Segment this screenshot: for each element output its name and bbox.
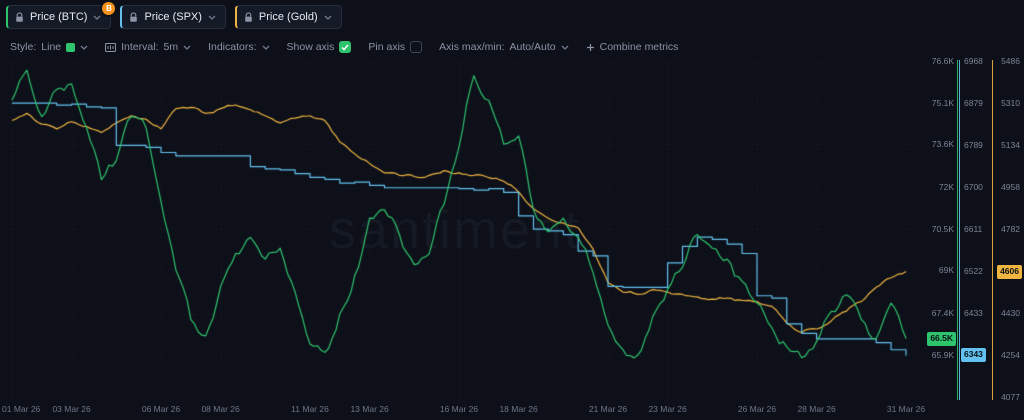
combine-metrics-label: Combine metrics [599,41,679,53]
chevron-down-icon [262,45,269,50]
line-color-swatch[interactable] [66,42,76,52]
spx-current-value-badge: 6343 [961,348,986,363]
show-axis-checkbox[interactable] [339,41,352,53]
spx-axis-tick: 6522 [964,265,983,276]
chart-toolbar: Style: Line Interval: 5m Indicators: Sho… [10,37,678,57]
btc-axis-tick: 72K [938,182,954,193]
chevron-down-icon [93,15,101,20]
interval-selector[interactable]: Interval: 5m [105,41,191,53]
gold-axis-tick: 5486 [1001,56,1020,67]
spx-axis-tick: 6968 [964,56,983,67]
x-axis-tick: 08 Mar 26 [201,404,240,414]
check-icon [341,44,349,51]
gold-axis-tick: 5310 [1001,98,1020,109]
chevron-down-icon [183,45,191,50]
style-value: Line [41,41,62,53]
gold-axis-tick: 4430 [1001,308,1020,318]
btc-axis-tick: 69K [938,264,954,275]
x-axis-tick: 31 Mar 26 [886,404,926,414]
indicators-selector[interactable]: Indicators: [208,41,269,53]
x-axis-tick: 13 Mar 26 [350,404,389,414]
interval-icon [105,42,117,52]
gold-y-axis: 5486531051344958478246064430425440774606 [992,0,1024,420]
plus-icon [586,43,594,51]
tab-label: Price (Gold) [258,11,318,23]
axis-maxmin-value: Auto/Auto [509,41,556,53]
gold-axis-tick: 4958 [1001,182,1020,193]
chevron-down-icon [208,15,216,20]
btc-current-value-badge: 66.5K [927,331,956,346]
spx-axis-line [959,60,960,400]
btc-axis-tick: 65.9K [931,349,954,360]
chevron-down-icon [561,45,569,50]
tab-bar: Price (BTC) B Price (SPX) Price (Gold) [0,0,1024,39]
x-axis: 01 Mar 26 03 Mar 26 06 Mar 26 08 Mar 26 11 M… [0,404,925,418]
x-axis-tick: 06 Mar 26 [141,404,181,414]
gold-axis-tick: 4077 [1001,392,1020,403]
show-axis-toggle[interactable]: Show axis [287,41,352,53]
x-axis-tick: 23 Mar 26 [648,404,687,414]
bitcoin-badge-icon: B [100,0,118,17]
metric-tab-3[interactable]: Price (Gold) [234,5,342,29]
gold-axis-line [992,60,993,400]
indicators-label: Indicators: [208,41,257,53]
x-axis-tick: 03 Mar 26 [52,404,91,414]
x-axis-tick: 11 Mar 26 [291,404,329,414]
chevron-down-icon [324,15,332,20]
spx-axis-tick: 6433 [964,307,983,318]
gold-axis-tick: 4782 [1001,224,1020,235]
btc-axis-line [957,60,958,400]
x-axis-tick: 26 Mar 26 [737,404,777,414]
interval-label: Interval: [121,41,159,53]
lock-icon [16,11,23,22]
spx-axis-tick: 6611 [964,224,983,235]
axis-maxmin-selector[interactable]: Axis max/min: Auto/Auto [439,41,569,53]
spx-axis-tick: 6700 [964,182,983,193]
show-axis-label: Show axis [286,41,335,53]
style-label: Style: [10,41,37,53]
gold-axis-tick: 4254 [1001,349,1020,360]
price-chart-canvas[interactable] [0,0,912,420]
spx-y-axis: 696868796789670066116522643363436343 [959,0,992,420]
tab-label: Price (BTC) [30,11,88,23]
btc-y-axis: 76.6K 75.1K 73.6K 72K 70.5K 69K 67.4K 65.9K 66.5… [912,0,958,420]
lock-icon [245,11,252,22]
gold-current-value-badge: 4606 [997,264,1022,279]
style-selector[interactable]: Style: Line [10,41,88,53]
btc-axis-tick: 73.6K [931,138,954,149]
spx-axis-tick: 6879 [964,98,983,109]
lock-icon [130,11,138,22]
pin-axis-checkbox[interactable] [410,41,423,53]
btc-axis-tick: 70.5K [931,223,954,234]
x-axis-tick: 01 Mar 26 [2,404,41,414]
btc-axis-tick: 76.6K [931,56,954,67]
x-axis-tick: 21 Mar 26 [588,404,628,414]
pin-axis-label: Pin axis [368,41,406,53]
x-axis-tick: 18 Mar 26 [499,404,538,414]
combine-metrics-button[interactable]: Combine metrics [586,41,679,53]
btc-axis-tick: 67.4K [931,308,954,319]
axis-maxmin-label: Axis max/min: [439,41,505,53]
gold-axis-tick: 5134 [1001,140,1020,151]
x-axis-tick: 28 Mar 26 [797,404,836,414]
metric-tab-2[interactable]: Price (SPX) [120,5,226,29]
y-axes: 76.6K 75.1K 73.6K 72K 70.5K 69K 67.4K 65.9K 66.5… [912,0,1024,420]
x-axis-tick: 16 Mar 26 [439,404,479,414]
spx-axis-tick: 6789 [964,140,983,151]
pin-axis-toggle[interactable]: Pin axis [368,41,423,53]
metric-tab-1[interactable]: Price (BTC) B [6,0,118,29]
chevron-down-icon [80,45,88,50]
interval-value: 5m [163,41,179,53]
btc-axis-tick: 75.1K [931,97,954,108]
tab-label: Price (SPX) [144,11,202,23]
